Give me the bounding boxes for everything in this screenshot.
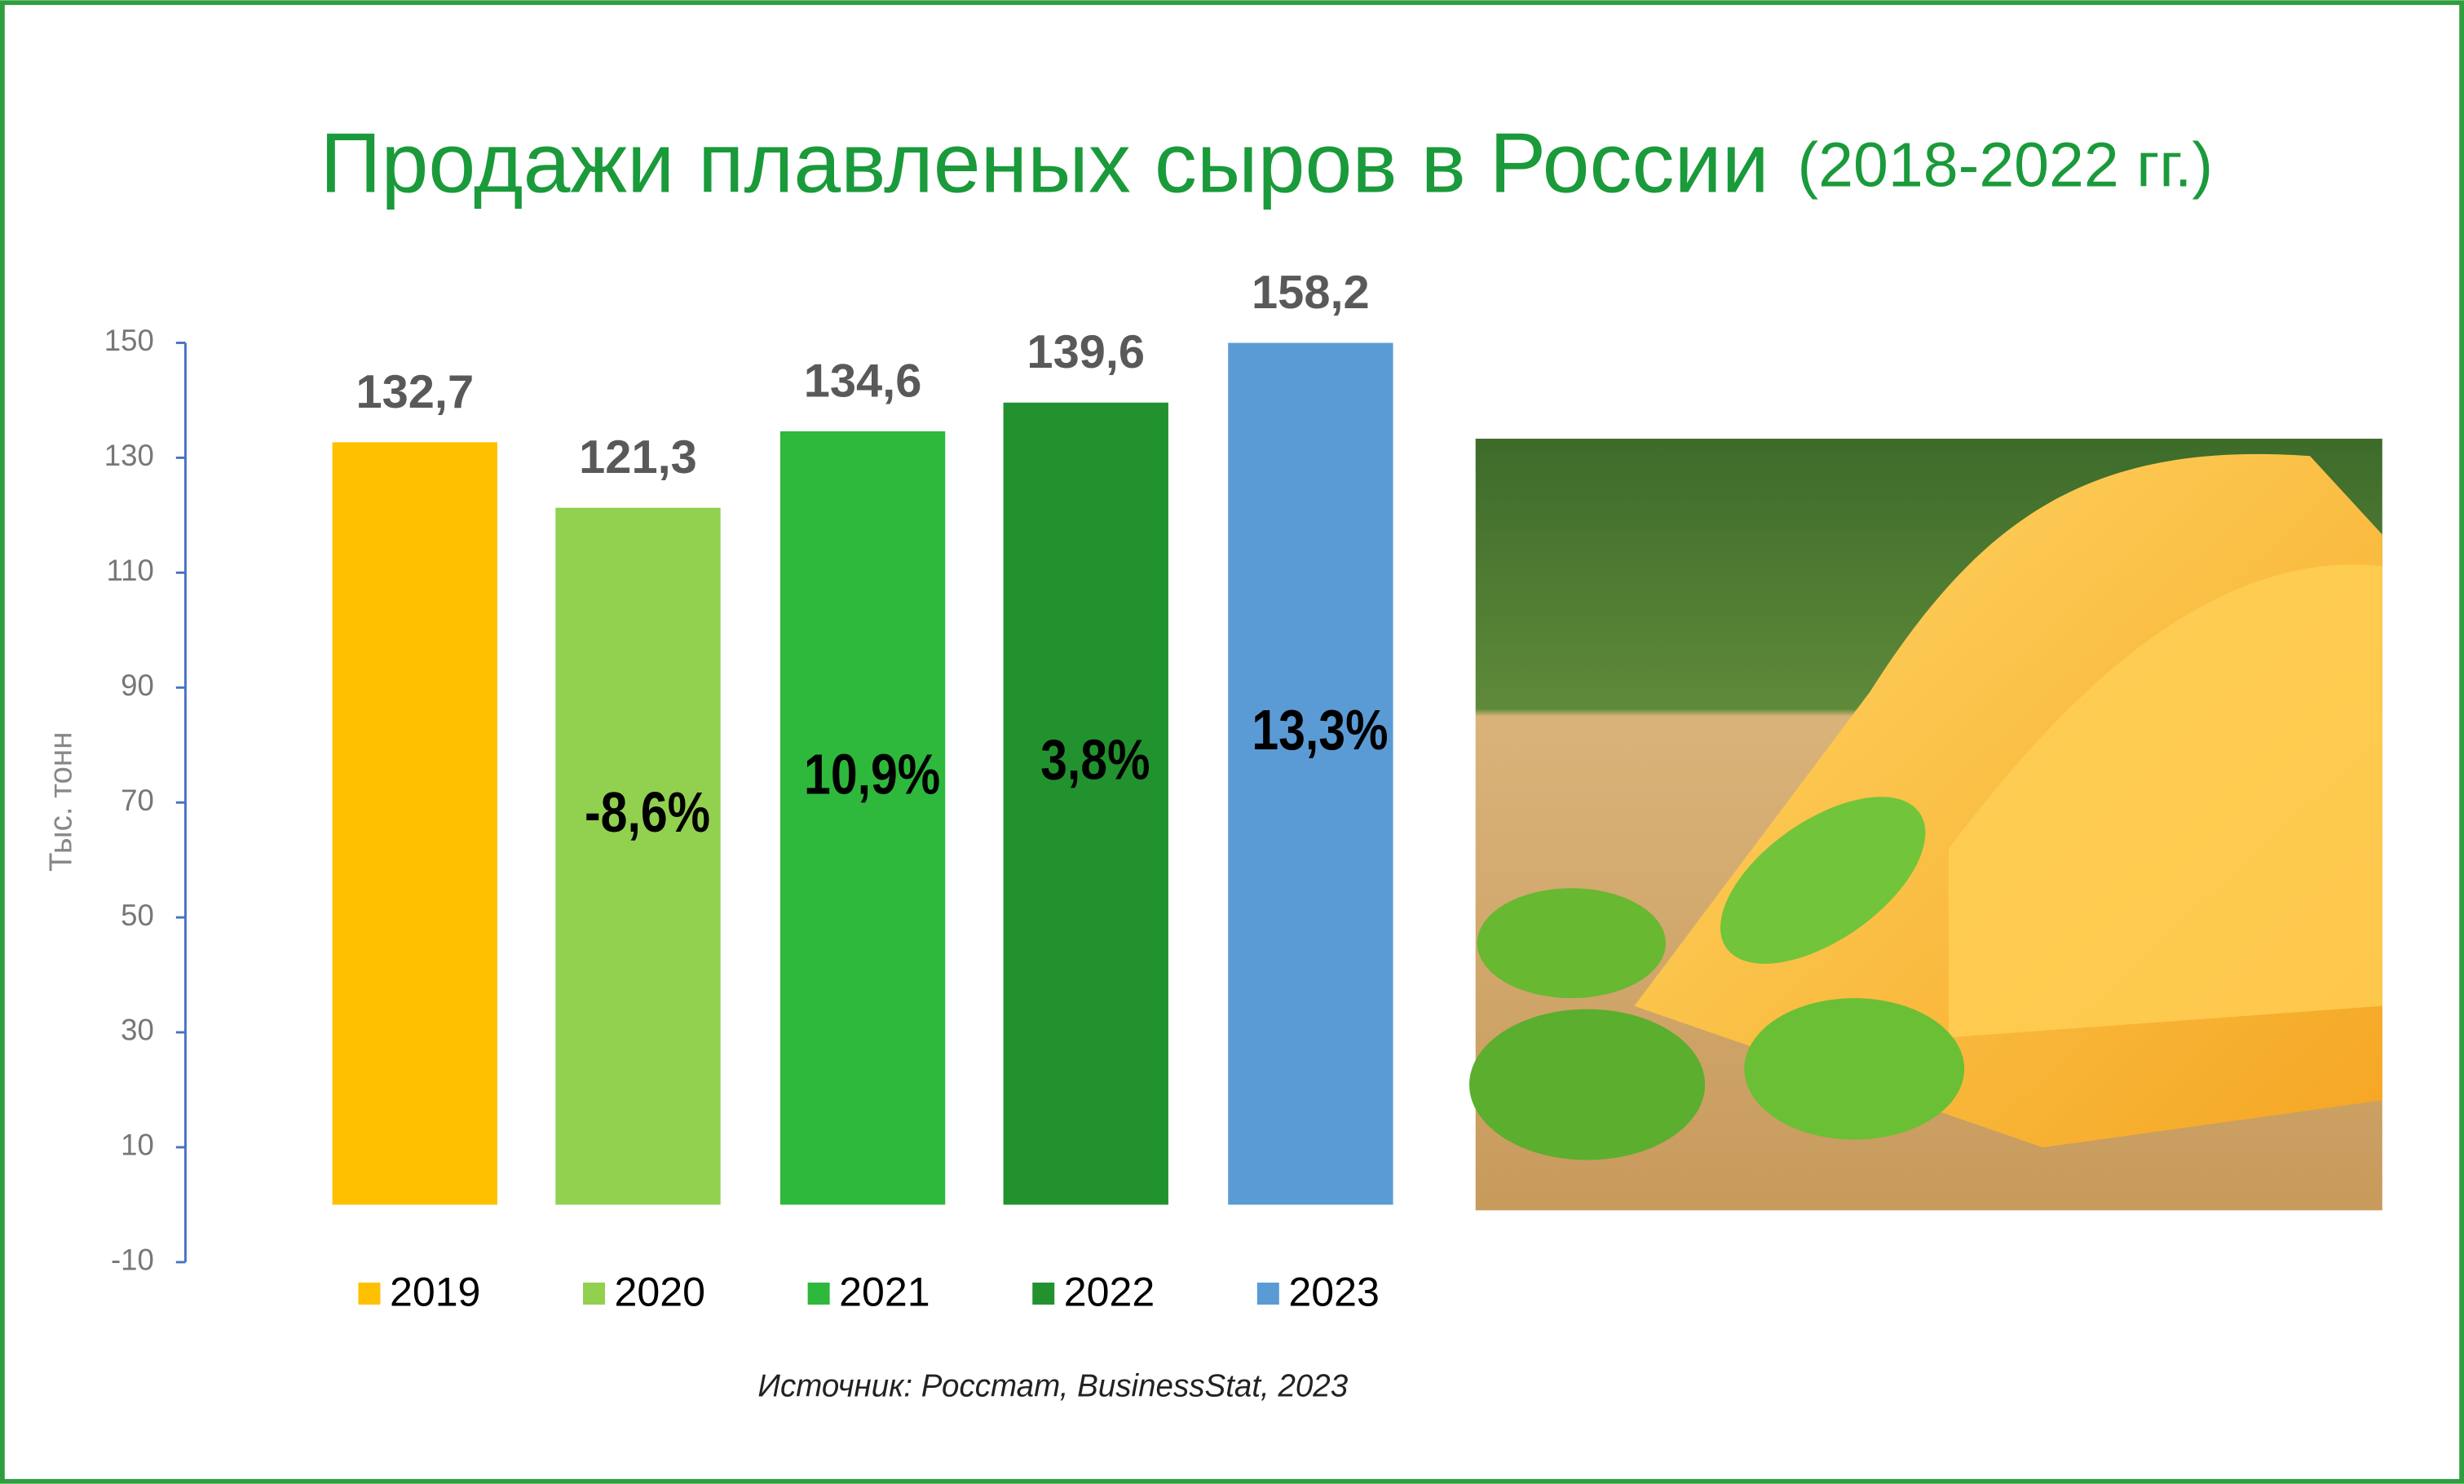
legend-swatch (1032, 1282, 1055, 1305)
title: Продажи плавленых сыров в России (320, 117, 1769, 211)
change-label: -8,6% (585, 781, 710, 845)
y-tick-label: 150 (104, 324, 154, 357)
change-label: 10,9% (804, 743, 940, 806)
legend-swatch (583, 1282, 606, 1305)
change-label: 3,8% (1040, 728, 1150, 792)
subtitle: (2018-2022 гг.) (1798, 130, 2214, 201)
legend-label: 2020 (615, 1270, 705, 1315)
y-axis-label: Тыс. тонн (43, 732, 78, 872)
chart-title: Продажи плавленых сыров в России (2018-20… (320, 117, 2213, 211)
legend-swatch (1256, 1282, 1279, 1305)
value-label: 121,3 (579, 431, 697, 484)
value-label: 158,2 (1252, 267, 1370, 319)
legend-swatch (358, 1282, 381, 1305)
value-label: 132,7 (355, 366, 474, 418)
legend-label: 2019 (390, 1270, 480, 1315)
y-tick-label: 30 (121, 1014, 154, 1047)
legend-swatch (807, 1282, 830, 1305)
bars (332, 342, 1393, 1205)
change-label: 13,3% (1252, 699, 1388, 762)
bar (779, 431, 946, 1205)
y-tick-label: 10 (121, 1128, 154, 1162)
bar (332, 442, 497, 1205)
source: Источник: Росстат, BusinessStat, 2023 (757, 1368, 1348, 1403)
legend-label: 2023 (1288, 1270, 1379, 1315)
y-tick-label: 110 (107, 554, 154, 587)
value-label: 139,6 (1027, 326, 1145, 378)
legend-label: 2021 (839, 1270, 930, 1315)
y-tick-label: 50 (121, 899, 154, 932)
y-tick-label: 90 (121, 669, 154, 702)
bar (555, 507, 721, 1205)
y-tick-label: 70 (121, 784, 154, 817)
y-tick-label: 130 (104, 439, 154, 472)
bar (1003, 402, 1168, 1205)
bar (1228, 342, 1393, 1205)
value-label: 134,6 (804, 355, 922, 407)
y-tick-label: -10 (111, 1243, 154, 1277)
legend-label: 2022 (1064, 1270, 1155, 1315)
photo (1469, 439, 2382, 1211)
